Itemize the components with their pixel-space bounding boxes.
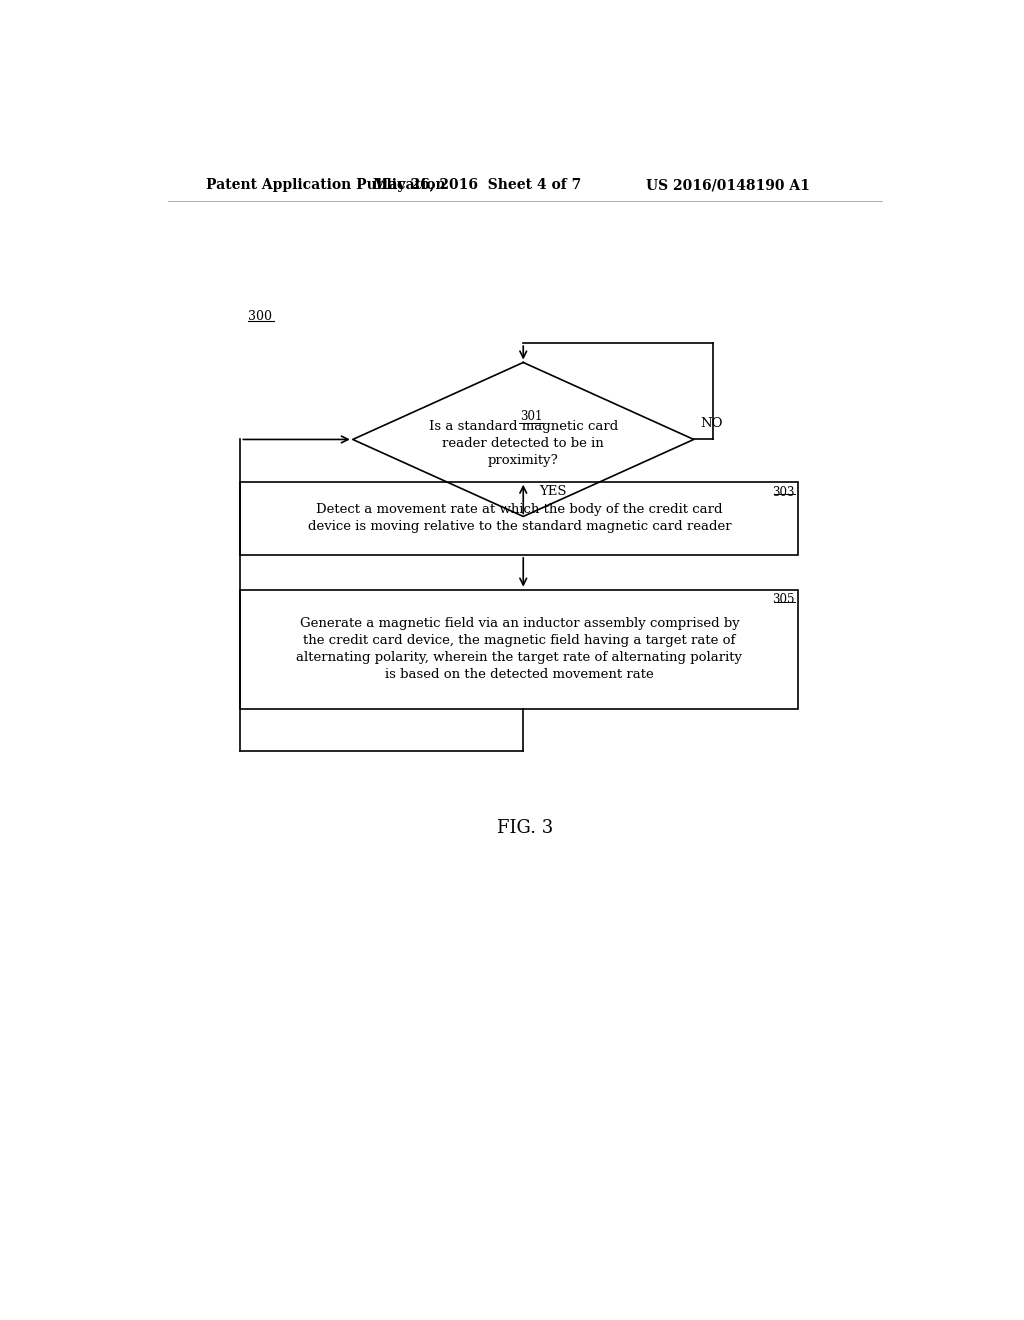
Text: NO: NO — [700, 417, 723, 430]
Text: 305: 305 — [772, 594, 795, 606]
Text: 303: 303 — [772, 486, 795, 499]
Text: US 2016/0148190 A1: US 2016/0148190 A1 — [646, 178, 810, 193]
Text: Is a standard magnetic card
reader detected to be in
proximity?: Is a standard magnetic card reader detec… — [429, 420, 617, 467]
Text: May 26, 2016  Sheet 4 of 7: May 26, 2016 Sheet 4 of 7 — [373, 178, 581, 193]
Text: YES: YES — [539, 484, 566, 498]
Text: 300: 300 — [248, 310, 272, 323]
Text: Patent Application Publication: Patent Application Publication — [206, 178, 445, 193]
Text: Generate a magnetic field via an inductor assembly comprised by
the credit card : Generate a magnetic field via an inducto… — [296, 618, 742, 681]
FancyBboxPatch shape — [241, 482, 799, 554]
Text: Detect a movement rate at which the body of the credit card
device is moving rel: Detect a movement rate at which the body… — [307, 503, 731, 533]
Text: 301: 301 — [520, 409, 542, 422]
FancyBboxPatch shape — [241, 590, 799, 709]
Text: FIG. 3: FIG. 3 — [497, 820, 553, 837]
